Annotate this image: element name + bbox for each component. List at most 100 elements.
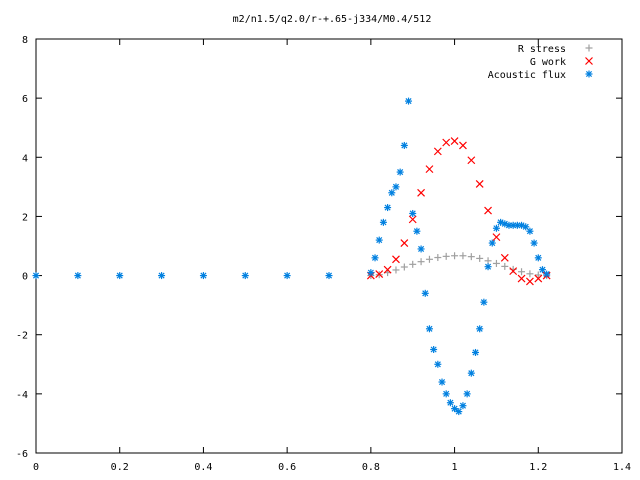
data-point [509, 267, 518, 276]
data-point [379, 218, 387, 226]
data-point [472, 348, 479, 356]
series-1 [366, 137, 551, 286]
data-point [518, 268, 526, 276]
data-point [467, 369, 475, 377]
data-point [526, 227, 534, 235]
data-point [413, 227, 421, 235]
series-2 [32, 97, 551, 416]
data-point [534, 271, 542, 279]
legend-marker [585, 44, 593, 52]
data-point [375, 236, 383, 244]
data-point [442, 390, 450, 398]
data-point [392, 266, 400, 274]
y-tick-label: -4 [16, 390, 28, 401]
data-point [400, 141, 408, 149]
y-tick-label: 4 [22, 153, 28, 164]
data-point [438, 378, 446, 386]
data-point [241, 272, 249, 280]
axis-ticks [35, 38, 623, 454]
data-point [488, 239, 496, 247]
data-point [32, 272, 40, 280]
data-point [367, 269, 375, 277]
data-point [525, 277, 534, 286]
data-point [158, 272, 166, 280]
x-tick-label: 1 [452, 462, 458, 473]
x-tick-label: 0.6 [278, 462, 296, 473]
data-point [476, 325, 484, 333]
data-point [467, 156, 476, 165]
data-point [417, 258, 425, 266]
plot-frame [35, 38, 623, 454]
data-point [442, 138, 451, 147]
data-point [408, 215, 417, 224]
data-point [484, 263, 492, 271]
data-point [480, 298, 488, 306]
x-tick-label: 0.4 [194, 462, 212, 473]
data-point [325, 272, 333, 280]
data-point [500, 253, 509, 262]
legend-label: Acoustic flux [488, 70, 566, 81]
data-point [450, 137, 459, 145]
data-point [434, 360, 442, 368]
legend-marker [585, 70, 593, 78]
data-point [459, 141, 467, 150]
x-tick-label: 1.4 [613, 462, 631, 473]
data-point [392, 255, 400, 264]
data-point [492, 259, 500, 267]
data-point [517, 274, 526, 283]
data-point [433, 147, 442, 156]
data-point [430, 346, 438, 353]
data-point [451, 252, 459, 260]
data-point [383, 265, 392, 274]
y-tick-label: -2 [16, 331, 28, 342]
data-point [476, 254, 484, 262]
data-point [446, 399, 454, 407]
legend-marker [585, 57, 593, 65]
data-point [455, 408, 463, 416]
data-point [425, 325, 433, 333]
y-tick-label: -6 [16, 449, 28, 460]
data-point [442, 252, 450, 260]
legend: R stress G work Acoustic flux [488, 44, 593, 81]
data-point [396, 168, 404, 176]
data-point [484, 257, 492, 265]
data-point [459, 252, 467, 260]
data-point [400, 263, 408, 271]
x-tick-label: 0.2 [111, 462, 129, 473]
data-point [417, 188, 426, 197]
data-point [384, 204, 392, 212]
data-point [451, 405, 459, 413]
x-tick-label: 0.8 [362, 462, 380, 473]
x-tick-label: 1.2 [529, 462, 547, 473]
data-point [534, 254, 542, 262]
data-point [434, 254, 442, 262]
y-tick-label: 0 [22, 272, 28, 283]
y-tick-label: 6 [22, 94, 28, 105]
data-point [74, 272, 82, 280]
data-point [283, 272, 291, 280]
data-point [371, 254, 379, 262]
data-point [543, 270, 551, 278]
data-point [400, 239, 409, 247]
data-points [32, 97, 551, 416]
data-point [530, 239, 538, 247]
data-point [475, 179, 484, 188]
data-point [425, 255, 433, 263]
data-point [492, 224, 500, 232]
y-tick-label: 8 [22, 35, 28, 46]
data-point [526, 270, 534, 278]
legend-label: R stress [518, 44, 566, 55]
data-point [492, 233, 501, 242]
data-point [409, 209, 417, 217]
series-0 [367, 252, 551, 280]
chart-title: m2/n1.5/q2.0/r-+.65-j334/M0.4/512 [233, 14, 432, 25]
data-point [388, 189, 396, 197]
data-point [199, 272, 207, 280]
data-point [421, 289, 429, 297]
data-point [375, 270, 384, 279]
data-point [501, 262, 509, 270]
data-point [459, 402, 467, 410]
x-tick-label: 0 [33, 462, 39, 473]
data-point [116, 272, 124, 280]
